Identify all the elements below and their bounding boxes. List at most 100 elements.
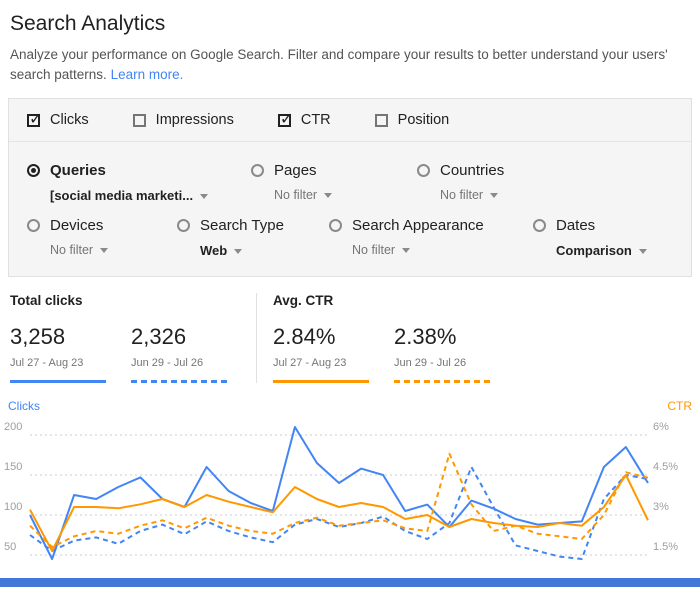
radio-icon xyxy=(329,219,342,233)
description-text: Analyze your performance on Google Searc… xyxy=(10,47,668,82)
filter-value-text: No filter xyxy=(50,243,94,258)
checkmark-icon: ✓ xyxy=(29,110,43,128)
y-tick-left-150: 150 xyxy=(4,461,23,474)
checkbox-box: ✓ xyxy=(27,111,42,128)
checkbox-box: ✓ xyxy=(132,113,146,127)
checkbox-box: ✓ xyxy=(277,111,293,128)
page-header: Search Analytics Analyze your performanc… xyxy=(0,0,700,84)
metric-label: CTR xyxy=(300,112,331,129)
y-tick-right-6: 6% xyxy=(653,421,669,434)
metric-checkbox-clicks[interactable]: ✓ Clicks xyxy=(27,111,89,129)
filter-value-dropdown[interactable]: Web xyxy=(200,243,284,258)
checkbox-box: ✓ xyxy=(374,113,388,127)
filter-value-text: Comparison xyxy=(556,243,632,259)
chart-header: Clicks CTR xyxy=(0,399,700,417)
chart-line-clicks-jul-27-aug-23 xyxy=(29,426,649,561)
date-range: Jun 29 - Jul 26 xyxy=(131,357,204,370)
legend-line-ctr-previous xyxy=(394,380,490,384)
dimension-queries[interactable]: Queries [social media marketi... xyxy=(27,162,251,203)
dimension-row-1: Queries [social media marketi... Pages N… xyxy=(27,162,673,203)
metric-value: 2,326 xyxy=(131,324,187,350)
date-range: Jun 29 - Jul 26 xyxy=(394,357,467,370)
date-range: Jul 27 - Aug 23 xyxy=(10,357,84,370)
radio-icon xyxy=(417,164,430,178)
summary-section: Total clicks 3,258 Jul 27 - Aug 23 2,326… xyxy=(0,277,700,384)
legend-line-clicks-current xyxy=(10,380,106,384)
metric-value: 2.84% xyxy=(273,324,336,350)
date-range: Jul 27 - Aug 23 xyxy=(273,357,347,370)
filter-value-text: Web xyxy=(200,243,228,259)
total-clicks-group: Total clicks 3,258 Jul 27 - Aug 23 2,326… xyxy=(10,293,252,384)
summary-period: 2.38% Jun 29 - Jul 26 xyxy=(394,324,515,384)
filter-value-dropdown[interactable]: No filter xyxy=(50,243,109,258)
dropdown-arrow-icon xyxy=(100,248,109,254)
filter-value-text: [social media marketi... xyxy=(50,188,194,204)
summary-period: 3,258 Jul 27 - Aug 23 xyxy=(10,324,131,384)
dimension-label: Dates xyxy=(556,217,596,235)
dropdown-arrow-icon xyxy=(490,193,499,199)
metric-label: Impressions xyxy=(155,112,234,129)
dimension-label: Countries xyxy=(440,162,505,180)
filter-value-dropdown[interactable]: No filter xyxy=(352,243,484,257)
y-tick-right-4-5: 4.5% xyxy=(653,461,679,474)
dimension-label: Search Appearance xyxy=(352,217,484,235)
dimension-dates[interactable]: Dates Comparison xyxy=(533,217,647,258)
filter-value-text: No filter xyxy=(274,188,318,203)
avg-ctr-group: Avg. CTR 2.84% Jul 27 - Aug 23 2.38% Jun… xyxy=(257,293,515,384)
filter-value-dropdown[interactable]: No filter xyxy=(440,188,504,202)
page-title: Search Analytics xyxy=(10,12,166,35)
radio-dot xyxy=(31,168,36,174)
dropdown-arrow-icon xyxy=(234,249,243,255)
dimension-search-appearance[interactable]: Search Appearance No filter xyxy=(329,217,533,258)
dimension-label: Queries xyxy=(50,162,106,180)
chart-line-ctr-jun-29-jul-26 xyxy=(29,452,649,549)
filter-value-text: No filter xyxy=(352,243,396,258)
radio-icon xyxy=(533,219,546,233)
dimension-label: Devices xyxy=(50,217,104,235)
y-tick-left-200: 200 xyxy=(4,421,23,434)
dimension-label: Search Type xyxy=(200,217,284,235)
metric-value: 3,258 xyxy=(10,324,66,350)
summary-period: 2.84% Jul 27 - Aug 23 xyxy=(273,324,394,384)
metric-checkbox-position[interactable]: ✓ Position xyxy=(374,112,450,129)
radio-icon xyxy=(27,164,40,178)
checkmark-icon: ✓ xyxy=(279,110,294,128)
chart-section: 200 150 100 50 6% 4.5% 3% 1.5% xyxy=(0,419,700,588)
y-tick-right-1-5: 1.5% xyxy=(653,541,679,554)
clicks-axis-label: Clicks xyxy=(8,399,40,414)
y-tick-right-3: 3% xyxy=(653,501,669,514)
vertical-divider xyxy=(256,293,257,384)
metric-title: Avg. CTR xyxy=(273,293,334,309)
dimension-row-2: Devices No filter Search Type Web Search… xyxy=(27,217,673,258)
metric-checkbox-impressions[interactable]: ✓ Impressions xyxy=(132,112,234,129)
filter-value-dropdown[interactable]: [social media marketi... xyxy=(50,188,209,204)
y-tick-left-50: 50 xyxy=(4,541,17,554)
metric-label: Position xyxy=(397,112,450,129)
metric-label: Clicks xyxy=(50,112,89,129)
filter-value-text: No filter xyxy=(440,188,484,203)
dimension-search-type[interactable]: Search Type Web xyxy=(177,217,329,258)
legend-line-clicks-previous xyxy=(131,380,227,384)
summary-period: 2,326 Jun 29 - Jul 26 xyxy=(131,324,252,384)
chart-line-ctr-jul-27-aug-23 xyxy=(29,474,649,553)
radio-icon xyxy=(251,164,264,178)
dimension-devices[interactable]: Devices No filter xyxy=(27,217,177,258)
dimension-pages[interactable]: Pages No filter xyxy=(251,162,417,203)
dimension-section: Queries [social media marketi... Pages N… xyxy=(9,142,691,276)
radio-icon xyxy=(27,219,40,233)
learn-more-link[interactable]: Learn more. xyxy=(110,66,184,82)
metric-checkbox-row: ✓ Clicks ✓ Impressions ✓ CTR ✓ Position xyxy=(9,99,691,143)
dropdown-arrow-icon xyxy=(638,249,647,255)
table-header-bar xyxy=(0,578,700,588)
dimension-countries[interactable]: Countries No filter xyxy=(417,162,504,203)
metric-checkbox-ctr[interactable]: ✓ CTR xyxy=(277,111,331,129)
dimension-label: Pages xyxy=(274,162,317,180)
filter-value-dropdown[interactable]: No filter xyxy=(274,188,333,203)
filter-value-dropdown[interactable]: Comparison xyxy=(556,243,647,258)
dropdown-arrow-icon xyxy=(200,194,209,200)
dropdown-arrow-icon xyxy=(402,248,411,254)
line-chart xyxy=(29,426,649,561)
ctr-axis-label: CTR xyxy=(667,399,692,414)
page-description: Analyze your performance on Google Searc… xyxy=(10,45,686,84)
